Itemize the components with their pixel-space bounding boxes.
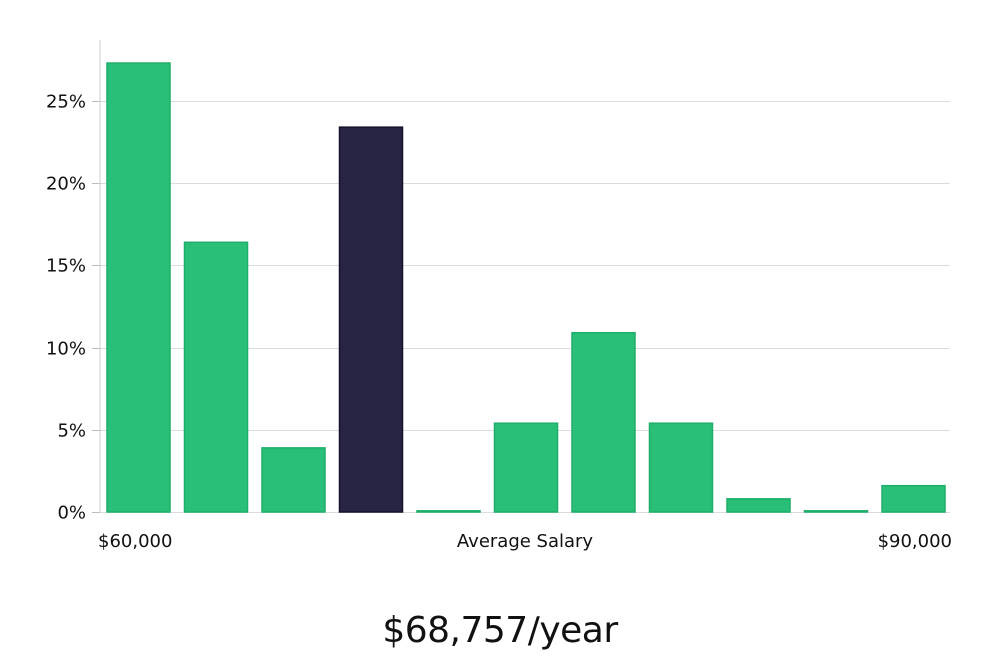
x-max-label: $90,000 xyxy=(878,531,952,552)
average-salary-value: $68,757/year xyxy=(382,610,618,651)
bar xyxy=(183,241,249,513)
bar xyxy=(803,510,869,513)
bar xyxy=(726,498,791,513)
y-tick-label: 10% xyxy=(46,339,86,360)
x-axis-title: Average Salary xyxy=(457,531,594,552)
y-tick-label: 20% xyxy=(46,174,86,195)
bar xyxy=(416,510,481,513)
bar xyxy=(648,422,714,513)
bar xyxy=(571,331,636,513)
y-tick-label: 25% xyxy=(46,92,86,113)
bar xyxy=(261,447,326,513)
bar xyxy=(881,484,946,513)
bar-highlighted xyxy=(338,126,404,513)
y-tick-label: 0% xyxy=(57,503,86,524)
salary-histogram: 0%5%10%15%20%25% $60,000 Average Salary … xyxy=(46,40,952,552)
y-ticks: 0% 5% 10% 15% 20% 25% xyxy=(46,92,100,524)
bar xyxy=(493,422,559,513)
y-tick-label: 15% xyxy=(46,256,86,277)
bars xyxy=(106,62,946,513)
y-tick-label: 5% xyxy=(57,421,86,442)
bar xyxy=(106,62,171,513)
x-min-label: $60,000 xyxy=(98,531,172,552)
